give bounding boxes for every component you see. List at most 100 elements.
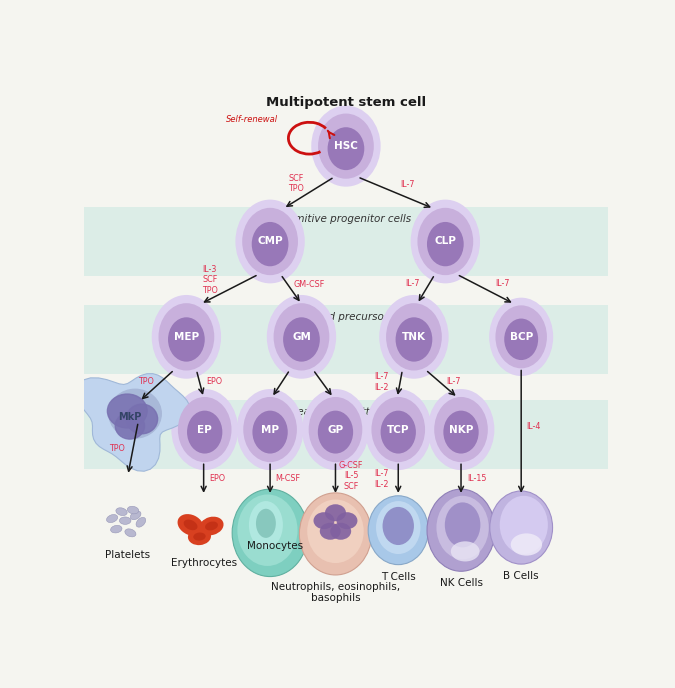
Text: Monocytes: Monocytes [247,541,303,551]
Ellipse shape [130,511,141,519]
Text: IL-4: IL-4 [526,422,541,431]
Ellipse shape [109,389,161,438]
Ellipse shape [371,397,425,462]
Ellipse shape [379,295,449,378]
Ellipse shape [119,517,131,524]
Ellipse shape [495,305,547,368]
Ellipse shape [434,397,488,462]
Text: NKP: NKP [449,424,473,435]
Ellipse shape [111,526,122,533]
Ellipse shape [451,541,480,561]
Ellipse shape [184,519,198,530]
Ellipse shape [205,522,218,530]
Ellipse shape [311,105,381,186]
Ellipse shape [337,512,358,529]
Ellipse shape [489,298,554,376]
Bar [84,305,608,374]
Text: GM-CSF: GM-CSF [294,281,325,290]
Text: B Cells: B Cells [504,571,539,581]
Ellipse shape [159,303,214,371]
Text: IL-7
IL-2: IL-7 IL-2 [374,372,389,391]
Ellipse shape [318,114,374,179]
Ellipse shape [330,523,351,540]
Ellipse shape [125,529,136,537]
Text: GP: GP [327,424,344,435]
Bar [84,400,608,469]
Text: NK Cells: NK Cells [439,578,483,588]
Text: Neutrophils, eosinophils,
basophils: Neutrophils, eosinophils, basophils [271,581,400,603]
Ellipse shape [136,517,146,527]
Ellipse shape [368,496,429,565]
Ellipse shape [300,493,371,575]
Ellipse shape [490,491,553,564]
Text: IL-15: IL-15 [467,474,487,484]
Ellipse shape [116,508,127,515]
Text: EPO: EPO [210,474,226,484]
Ellipse shape [273,303,329,371]
Text: Lineage committed cells: Lineage committed cells [282,407,410,418]
Ellipse shape [152,295,221,378]
Bar [84,207,608,276]
Ellipse shape [252,222,288,266]
Ellipse shape [107,394,147,428]
Ellipse shape [386,303,442,371]
Ellipse shape [427,489,495,571]
Ellipse shape [232,489,308,577]
Ellipse shape [504,319,538,360]
Text: G-CSF
IL-5
SCF: G-CSF IL-5 SCF [339,461,363,491]
Ellipse shape [445,502,481,548]
Ellipse shape [115,413,144,439]
Ellipse shape [252,411,288,453]
Ellipse shape [376,501,421,554]
Ellipse shape [193,533,206,541]
Ellipse shape [427,222,464,266]
Text: MkP: MkP [118,412,142,422]
Text: IL-7
IL-2: IL-7 IL-2 [374,469,389,488]
Ellipse shape [178,514,204,536]
Text: T Cells: T Cells [381,572,416,581]
Text: IL-3
SCF
TPO: IL-3 SCF TPO [202,265,218,294]
Ellipse shape [242,208,298,275]
Text: EP: EP [197,424,212,435]
Ellipse shape [428,389,494,470]
Text: Primitive progenitor cells: Primitive progenitor cells [281,214,411,224]
Ellipse shape [178,397,232,462]
Ellipse shape [320,523,341,540]
Ellipse shape [381,411,416,453]
Ellipse shape [237,389,304,470]
Text: MP: MP [261,424,279,435]
Ellipse shape [313,512,334,529]
PathPatch shape [76,374,190,471]
Ellipse shape [168,317,205,362]
Ellipse shape [256,508,276,538]
Text: M-CSF: M-CSF [275,474,300,484]
Ellipse shape [187,411,222,453]
Ellipse shape [500,496,548,554]
Ellipse shape [437,496,489,559]
Ellipse shape [199,517,223,535]
Text: EPO: EPO [206,377,222,386]
Ellipse shape [188,528,211,545]
Text: CLP: CLP [435,237,456,246]
Ellipse shape [238,495,298,566]
Ellipse shape [171,389,238,470]
Ellipse shape [126,404,157,434]
Ellipse shape [443,411,479,453]
Ellipse shape [383,507,414,545]
Ellipse shape [318,411,353,453]
Text: Self-renewal: Self-renewal [226,115,278,124]
Ellipse shape [396,317,432,362]
Ellipse shape [417,208,473,275]
Ellipse shape [107,515,117,523]
Ellipse shape [511,533,542,556]
Text: BCP: BCP [510,332,533,342]
Text: TCP: TCP [387,424,410,435]
Ellipse shape [302,389,369,470]
Text: TPO: TPO [138,378,154,387]
Text: IL-7: IL-7 [446,377,460,386]
Text: MEP: MEP [174,332,199,342]
Text: HSC: HSC [334,141,358,151]
Ellipse shape [243,397,297,462]
Text: IL-7: IL-7 [400,180,415,189]
Ellipse shape [325,504,346,522]
